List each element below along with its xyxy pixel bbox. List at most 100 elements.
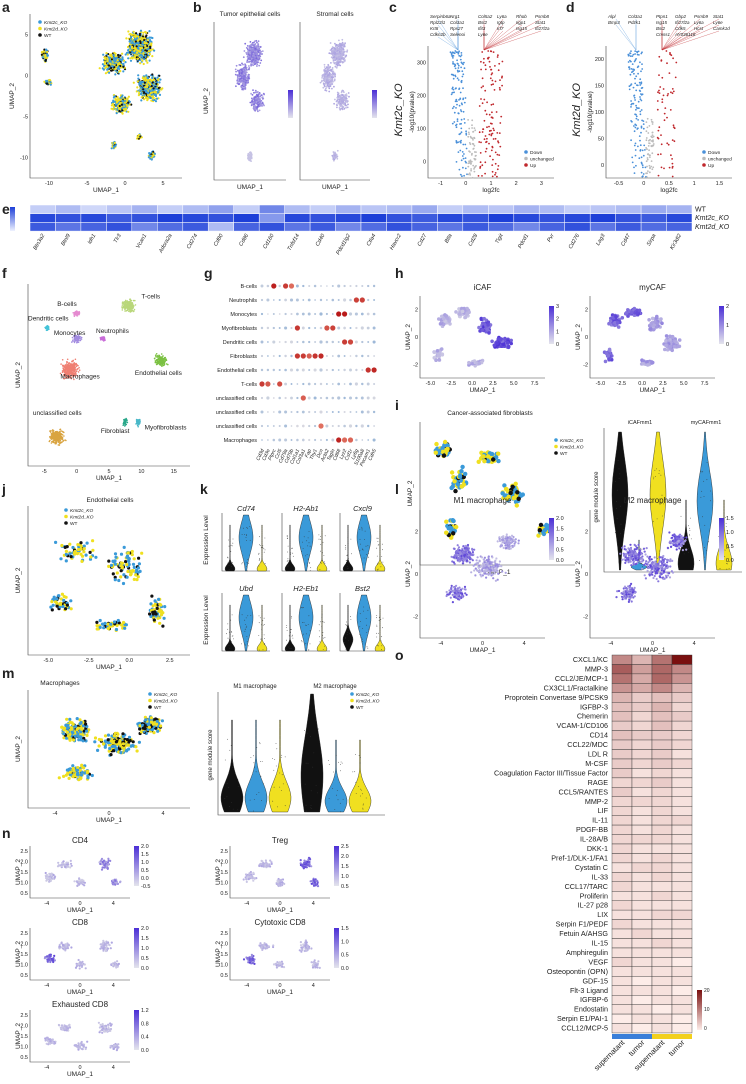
gene-label: Rps27 [450,26,464,31]
point [341,90,343,93]
point [479,161,482,164]
point [458,50,460,53]
point [656,136,659,139]
point [248,51,251,54]
point [637,100,640,103]
point [456,59,458,62]
point [668,166,671,169]
gene-label: Ly6a [497,14,507,19]
point [666,142,669,145]
point [258,109,261,112]
point [253,63,256,66]
point [256,95,259,97]
heatmap-cell [513,204,540,214]
point [647,145,650,147]
y-tick-label: 0 [25,74,28,80]
point [471,127,473,129]
point [496,153,499,156]
point [644,166,647,169]
y-tick-label: 100 [595,110,604,116]
point [489,155,491,158]
heatmap-cell [106,204,133,214]
point [633,166,635,169]
point [650,160,653,163]
point [490,68,492,71]
point [660,134,662,137]
point [662,94,665,97]
point [115,112,118,115]
row-label: Kmt2c_KO [695,215,729,222]
point [471,137,474,140]
point [491,170,494,173]
point [257,59,260,61]
point [481,102,484,105]
y-axis-label: UMAP_2 [9,83,16,109]
group-label: Kmt2c_KO [393,83,405,137]
point [333,102,335,105]
panel-letter: i [395,397,399,413]
heatmap-cell [233,222,260,232]
point [333,153,336,156]
x-axis-label: UMAP_1 [93,187,119,194]
point [121,309,124,311]
point [130,307,133,310]
y-tick-label: 200 [417,94,426,100]
point [118,104,121,108]
point [631,120,633,123]
heatmap-cell [335,213,362,223]
point [46,80,49,83]
point [473,136,475,139]
point [462,73,465,76]
point [341,41,344,44]
point [337,95,339,97]
point [139,41,142,45]
point [639,98,642,101]
point [113,95,116,98]
point [473,151,476,153]
x-tick-label: 10 [138,469,144,475]
point [661,76,664,79]
point [136,39,140,42]
point [486,126,488,129]
point [639,61,641,64]
point [41,56,44,59]
point [338,98,341,101]
group-label: Kmt2d_KO [571,83,583,137]
point [254,96,256,98]
point [261,50,264,52]
point [340,46,343,49]
point [115,57,118,60]
point [648,171,651,174]
point [80,338,83,340]
point [125,309,128,312]
point [645,139,648,142]
legend-swatch [702,150,706,154]
x-axis-label: UMAP_1 [237,184,263,191]
point [346,106,349,109]
point [458,70,461,73]
point [144,54,147,58]
heatmap-cell [437,213,464,223]
point [254,89,257,92]
point [154,91,157,94]
heatmap-cell [309,222,336,232]
point [473,127,476,129]
heatmap-cell [182,213,209,223]
heatmap-cell [335,204,362,214]
y-axis-label: UMAP_2 [15,362,22,388]
point [126,45,130,49]
point [463,67,466,70]
point [450,93,453,96]
point [147,94,150,97]
point [339,104,342,107]
point [665,50,668,52]
point [118,61,121,65]
point [467,131,470,134]
point [252,105,255,108]
point [475,165,477,167]
point [457,79,460,81]
point [633,68,635,71]
point [494,137,497,140]
point [125,300,127,303]
